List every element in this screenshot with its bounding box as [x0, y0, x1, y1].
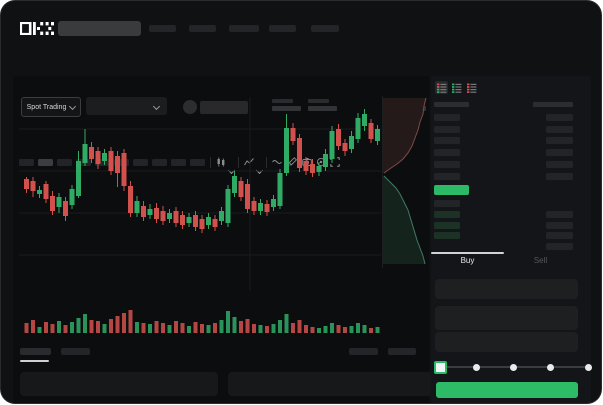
nav-item-placeholder[interactable] — [269, 25, 296, 32]
bid-row-amount[interactable] — [546, 210, 573, 218]
pair-title-placeholder[interactable] — [200, 101, 248, 114]
timeframe-button[interactable] — [190, 159, 205, 166]
orderbook-view-asks-icon[interactable] — [465, 81, 478, 94]
slider-tick[interactable] — [510, 363, 517, 371]
pair-logo-avatar[interactable] — [183, 100, 197, 114]
ask-row-price[interactable] — [434, 114, 460, 121]
timeframe-button[interactable] — [38, 159, 53, 166]
bottom-action-button[interactable] — [349, 348, 378, 355]
market-type-label: Spot Trading — [26, 103, 67, 111]
toolbar-divider — [266, 157, 267, 168]
order-total-field[interactable] — [435, 332, 578, 352]
ask-row-price[interactable] — [434, 172, 460, 180]
depth-overlay — [382, 96, 427, 268]
nav-item-placeholder[interactable] — [311, 25, 339, 32]
active-tab-underline — [20, 360, 49, 362]
slider-tick[interactable] — [472, 363, 480, 371]
market-header: Spot Trading — [1, 46, 601, 117]
bid-row-price[interactable] — [434, 210, 460, 218]
bid-row-amount[interactable] — [546, 221, 573, 229]
timeframe-button[interactable] — [171, 159, 186, 166]
bottom-action-button[interactable] — [388, 348, 416, 355]
global-search-input[interactable] — [58, 21, 141, 36]
nav-item-placeholder[interactable] — [229, 25, 259, 32]
ask-row-amount[interactable] — [546, 125, 573, 133]
timeframe-button[interactable] — [152, 159, 167, 166]
timeframe-button[interactable] — [57, 159, 72, 166]
orderbook-trade-panel: Buy Sell — [431, 76, 592, 403]
bid-row-price[interactable] — [434, 200, 460, 207]
orderbook-view-bids-icon[interactable] — [450, 81, 463, 94]
slider-tick[interactable] — [547, 363, 555, 371]
tab-buy[interactable]: Buy — [460, 256, 475, 265]
market-type-dropdown[interactable]: Spot Trading — [21, 97, 81, 117]
wave-line-icon[interactable] — [272, 157, 282, 167]
toolbar-divider — [210, 157, 211, 168]
indicators-icon[interactable] — [244, 157, 254, 167]
submit-buy-button[interactable] — [436, 382, 578, 398]
timeframe-button[interactable] — [19, 159, 34, 166]
orders-panel — [20, 372, 218, 396]
ask-row-amount[interactable] — [546, 172, 573, 180]
timeframe-button[interactable] — [95, 159, 110, 166]
bid-row-amount[interactable] — [546, 232, 573, 240]
order-amount-field[interactable] — [435, 306, 578, 330]
okx-logo-glyph — [19, 21, 54, 36]
order-price-field[interactable] — [435, 279, 578, 299]
bid-row-price[interactable] — [434, 221, 460, 229]
slider-tick[interactable] — [584, 363, 592, 371]
orderbook-amount-header — [533, 102, 573, 107]
pair-selector-dropdown[interactable] — [86, 97, 167, 115]
ask-row-amount[interactable] — [546, 160, 573, 168]
bid-row-amount[interactable] — [546, 243, 573, 251]
nav-item-placeholder[interactable] — [189, 25, 216, 32]
timeframe-button[interactable] — [133, 159, 148, 166]
orderbook-view-all-icon[interactable] — [435, 81, 448, 94]
slider-handle[interactable] — [434, 361, 447, 374]
last-price-badge[interactable] — [434, 185, 469, 195]
ticker-stat-value — [308, 106, 337, 111]
ask-row-amount[interactable] — [546, 149, 573, 157]
bottom-tab-orders[interactable] — [20, 348, 51, 355]
ask-row-price[interactable] — [434, 125, 460, 133]
orderbook-price-header — [434, 102, 469, 107]
ask-row-price[interactable] — [434, 149, 460, 157]
ticker-stat-label — [308, 99, 329, 103]
draw-pencil-icon[interactable] — [288, 157, 298, 167]
ticker-stat-label — [272, 99, 293, 103]
ask-row-amount[interactable] — [546, 137, 573, 145]
orders-panel — [228, 372, 432, 396]
buy-tab-underline — [431, 252, 504, 254]
bottom-tab-history[interactable] — [61, 348, 90, 355]
ask-row-price[interactable] — [434, 160, 460, 168]
ask-row-price[interactable] — [434, 137, 460, 145]
ticker-stat-value — [272, 106, 301, 111]
tab-sell[interactable]: Sell — [533, 256, 548, 265]
chart-toolbar — [1, 76, 429, 175]
price-chart[interactable] — [19, 97, 381, 337]
top-navbar: OKX — [1, 1, 601, 46]
toolbar-divider — [238, 157, 239, 168]
okx-logo[interactable]: OKX — [19, 21, 54, 36]
candle-chart-type-icon[interactable] — [216, 157, 226, 167]
ask-row-amount[interactable] — [546, 114, 573, 121]
bid-row-price[interactable] — [434, 232, 460, 240]
nav-item-placeholder[interactable] — [149, 25, 176, 32]
